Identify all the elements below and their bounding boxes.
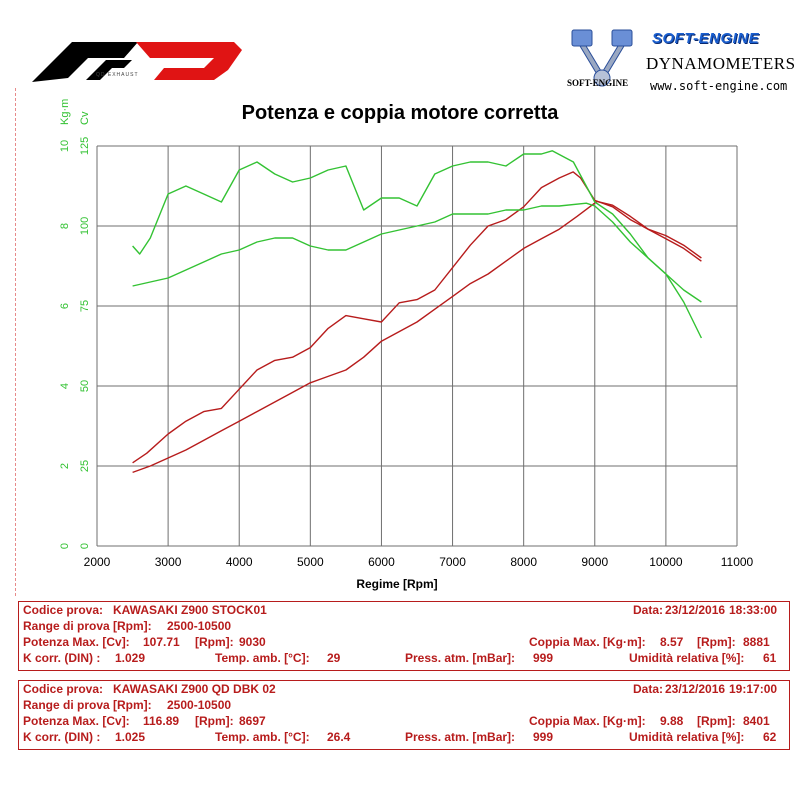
torque-rpm-label: [Rpm]: (697, 635, 736, 649)
time-value: 19:17:00 (729, 682, 778, 696)
date-value: 23/12/2016 (665, 603, 726, 617)
pressure-label: Press. atm. [mBar]: (405, 651, 516, 665)
y-torque-tick-label: 2 (59, 463, 71, 469)
test-code-label: Codice prova: (23, 603, 104, 617)
qd-exhaust-logo (32, 42, 242, 82)
date-label: Data: (633, 603, 664, 617)
torque-rpm-label: [Rpm]: (697, 714, 736, 728)
pressure-label: Press. atm. [mBar]: (405, 730, 516, 744)
torque-rpm-value: 8401 (743, 714, 770, 728)
k-corr-label: K corr. (DIN) : (23, 730, 101, 744)
y-power-tick-label: 25 (79, 460, 91, 472)
pressure-value: 999 (533, 730, 554, 744)
range-value: 2500-10500 (167, 619, 232, 633)
torque-max-value: 8.57 (660, 635, 684, 649)
y-torque-tick-label: 0 (59, 543, 71, 549)
humidity-label: Umidità relativa [%]: (629, 730, 745, 744)
x-tick-label: 2000 (84, 555, 111, 569)
power-max-value: 107.71 (143, 635, 180, 649)
x-tick-label: 6000 (368, 555, 395, 569)
torque-curve-3 (132, 150, 703, 339)
y-torque-axis-label: Kg·m (59, 99, 71, 125)
temp-label: Temp. amb. [°C]: (215, 651, 310, 665)
y-torque-tick-label: 10 (59, 140, 71, 152)
power-rpm-value: 8697 (239, 714, 266, 728)
y-torque-tick-label: 4 (59, 383, 71, 389)
humidity-value: 61 (763, 651, 777, 665)
temp-value: 26.4 (327, 730, 351, 744)
power-curve-0 (132, 200, 702, 474)
y-torque-tick-label: 8 (59, 223, 71, 229)
temp-value: 29 (327, 651, 341, 665)
x-tick-label: 11000 (721, 555, 754, 569)
power-rpm-label: [Rpm]: (195, 714, 234, 728)
k-corr-label: K corr. (DIN) : (23, 651, 101, 665)
range-value: 2500-10500 (167, 698, 232, 712)
qd-logo-text: QD EXHAUST (96, 72, 139, 78)
time-value: 18:33:00 (729, 603, 778, 617)
x-tick-label: 8000 (510, 555, 537, 569)
range-label: Range di prova [Rpm]: (23, 698, 152, 712)
y-torque-tick-label: 6 (59, 303, 71, 309)
torque-max-label: Coppia Max. [Kg·m]: (529, 635, 646, 649)
grid (96, 145, 738, 547)
power-max-value: 116.89 (143, 714, 180, 728)
power-rpm-label: [Rpm]: (195, 635, 234, 649)
axis-labels: 2000 3000 4000 5000 6000 7000 8000 9000 10000 110… (59, 99, 754, 591)
x-axis-label: Regime [Rpm] (356, 577, 437, 591)
pressure-value: 999 (533, 651, 554, 665)
x-tick-label: 7000 (439, 555, 466, 569)
soft-engine-subtitle: DYNAMOMETERS (646, 54, 796, 73)
y-power-axis-label: Cv (79, 111, 91, 125)
test-info-qd: Codice prova: KAWASAKI Z900 QD DBK 02 Da… (18, 680, 790, 750)
k-corr-value: 1.029 (115, 651, 146, 665)
date-value: 23/12/2016 (665, 682, 726, 696)
test-code: KAWASAKI Z900 QD DBK 02 (113, 682, 276, 696)
power-max-label: Potenza Max. [Cv]: (23, 714, 130, 728)
x-tick-label: 5000 (297, 555, 324, 569)
x-tick-label: 10000 (649, 555, 683, 569)
x-tick-label: 9000 (581, 555, 608, 569)
torque-max-label: Coppia Max. [Kg·m]: (529, 714, 646, 728)
date-label: Data: (633, 682, 664, 696)
power-rpm-value: 9030 (239, 635, 266, 649)
torque-rpm-value: 8881 (743, 635, 770, 649)
y-power-tick-label: 50 (79, 380, 91, 392)
power-max-label: Potenza Max. [Cv]: (23, 635, 130, 649)
range-label: Range di prova [Rpm]: (23, 619, 152, 633)
soft-engine-logo-tag: SOFT-ENGINE (567, 78, 629, 88)
chart-title: Potenza e coppia motore corretta (241, 102, 559, 124)
y-power-tick-label: 0 (79, 543, 91, 549)
k-corr-value: 1.025 (115, 730, 146, 744)
humidity-value: 62 (763, 730, 777, 744)
soft-engine-title: SOFT-ENGINE (652, 30, 760, 47)
series-layer (132, 150, 703, 474)
y-power-tick-label: 125 (79, 137, 91, 155)
test-code: KAWASAKI Z900 STOCK01 (113, 603, 267, 617)
test-code-label: Codice prova: (23, 682, 104, 696)
torque-curve-2 (132, 202, 702, 303)
temp-label: Temp. amb. [°C]: (215, 730, 310, 744)
x-tick-label: 4000 (226, 555, 253, 569)
power-curve-1 (132, 171, 702, 464)
test-info-stock: Codice prova: KAWASAKI Z900 STOCK01 Data… (18, 601, 790, 671)
y-power-tick-label: 100 (79, 217, 91, 235)
torque-max-value: 9.88 (660, 714, 684, 728)
y-power-tick-label: 75 (79, 300, 91, 312)
soft-engine-url: www.soft-engine.com (650, 79, 788, 93)
soft-engine-pistons-logo (571, 29, 633, 87)
humidity-label: Umidità relativa [%]: (629, 651, 745, 665)
left-guide-line (15, 88, 16, 596)
x-tick-label: 3000 (155, 555, 182, 569)
